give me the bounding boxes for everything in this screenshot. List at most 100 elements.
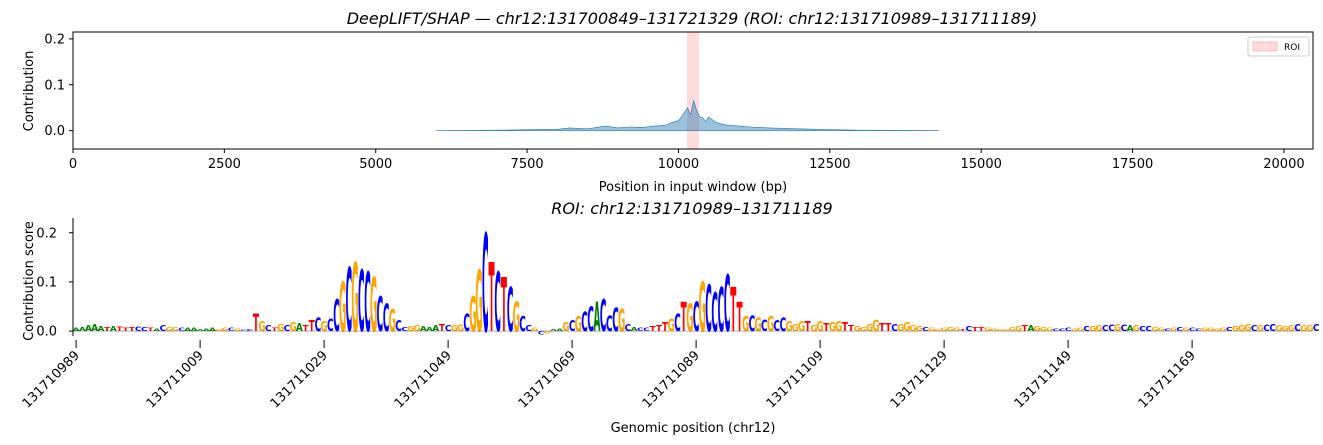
logo-glyph: G: [872, 317, 879, 336]
logo-glyph: G: [940, 328, 948, 333]
roi-highlight: [686, 32, 700, 149]
logo-glyph: C: [780, 314, 787, 336]
logo-glyph: G: [277, 323, 284, 334]
logo-letter-C: C: [1263, 324, 1270, 334]
logo-letter-C: C: [327, 316, 334, 336]
logo-letter-G: G: [1015, 325, 1022, 333]
logo-glyph: G: [1281, 325, 1288, 333]
logo-letter-T: T: [309, 318, 316, 335]
logo-letter-C: C: [346, 249, 353, 352]
logo-glyph: A: [110, 325, 118, 333]
logo-letter-G: G: [934, 329, 941, 332]
logo-glyph: C: [1102, 324, 1109, 333]
logo-glyph: C: [315, 314, 322, 336]
logo-letter-G: G: [351, 244, 358, 354]
x-tick-label: 131711069: [516, 348, 579, 411]
logo-glyph: G: [810, 324, 817, 333]
logo-letter-G: G: [234, 328, 242, 332]
logo-letter-G: G: [457, 324, 464, 334]
logo-glyph: C: [1189, 328, 1196, 333]
logo-letter-G: G: [172, 326, 179, 333]
logo-glyph: G: [351, 244, 358, 354]
logo-letter-C: C: [284, 324, 291, 333]
logo-letter-C: C: [891, 323, 898, 334]
logo-glyph: C: [922, 326, 929, 333]
legend-roi-swatch: [1252, 41, 1278, 52]
logo-letter-G: G: [792, 323, 799, 335]
logo-glyph: A: [184, 328, 192, 333]
logo-letter-A: A: [85, 324, 92, 333]
logo-letter-G: G: [531, 328, 539, 333]
logo-letter-G: G: [475, 254, 482, 352]
logo-letter-G: G: [1275, 324, 1282, 333]
logo-glyph: G: [1275, 324, 1282, 333]
logo-glyph: T: [104, 326, 110, 333]
logo-letter-C: C: [718, 277, 725, 347]
legend: ROI: [1247, 36, 1310, 57]
logo-glyph: G: [686, 298, 693, 341]
logo-letter-A: A: [73, 328, 81, 333]
logo-letter-C: C: [315, 314, 322, 336]
y-tick-label: 0.1: [44, 78, 65, 93]
logo-letter-G: G: [1306, 324, 1313, 333]
logo-letter-A: A: [184, 328, 192, 333]
logo-glyph: G: [1133, 324, 1140, 333]
logo-letter-G: G: [798, 318, 805, 335]
logo-letter-A: A: [296, 322, 303, 334]
logo-glyph: G: [909, 324, 916, 333]
logo-glyph: T: [302, 324, 308, 333]
logo-letter-G: G: [1009, 326, 1016, 333]
logo-glyph: C: [1108, 324, 1115, 334]
logo-letter-T: T: [879, 322, 885, 334]
logo-glyph: G: [1033, 325, 1040, 333]
logo-glyph: A: [593, 294, 600, 341]
logo-letter-G: G: [897, 323, 904, 335]
logo-glyph: C: [228, 328, 235, 333]
logo-letter-T: T: [842, 320, 849, 335]
logo-letter-T: T: [736, 294, 742, 341]
logo-glyph: G: [1244, 323, 1251, 334]
logo-glyph: A: [426, 326, 433, 333]
logo-letter-T: T: [662, 320, 669, 335]
logo-glyph: T: [805, 318, 811, 335]
logo-letter-G: G: [215, 329, 222, 332]
logo-glyph: C: [346, 249, 353, 352]
logo-letter-C: C: [966, 325, 973, 333]
logo-letter-C: C: [1269, 323, 1276, 334]
logo-glyph: G: [903, 320, 910, 335]
top-plot-frame: [72, 31, 1314, 150]
logo-letter-G: G: [1095, 324, 1102, 333]
logo-letter-G: G: [289, 320, 296, 335]
logo-letter-C: C: [1145, 325, 1152, 333]
logo-letter-C: C: [711, 282, 718, 345]
logo-letter-C: C: [1195, 328, 1202, 332]
top-y-axis-label: Contribution: [22, 51, 37, 132]
logo-glyph: T: [123, 326, 129, 332]
logo-glyph: G: [928, 328, 936, 333]
logo-glyph: A: [79, 326, 86, 333]
logo-glyph: T: [885, 322, 891, 334]
logo-letter-G: G: [407, 325, 414, 333]
logo-glyph: C: [160, 324, 167, 333]
logo-glyph: C: [1251, 324, 1258, 333]
logo-letter-C: C: [178, 328, 185, 333]
logo-letter-C: C: [637, 328, 644, 333]
logo-letter-A: A: [190, 328, 198, 333]
logo-letter-A: A: [97, 324, 105, 333]
logo-letter-T: T: [253, 310, 260, 338]
logo-letter-G: G: [1244, 323, 1251, 334]
logo-letter-G: G: [413, 324, 420, 333]
logo-glyph: C: [637, 328, 644, 333]
logo-letter-T: T: [104, 326, 110, 333]
logo-letter-C: C: [1226, 326, 1233, 333]
logo-glyph: A: [420, 325, 428, 333]
top-x-axis-ticks: 0 2500 5000 7500 10000 12500 15000 17500 20000: [69, 149, 1305, 172]
logo-letter-G: G: [668, 316, 675, 336]
logo-glyph: G: [562, 320, 569, 335]
contribution-trace: [436, 99, 939, 131]
logo-letter-A: A: [556, 328, 564, 332]
logo-letter-C: C: [246, 329, 253, 332]
logo-glyph: G: [389, 304, 396, 339]
logo-glyph: A: [203, 328, 211, 332]
